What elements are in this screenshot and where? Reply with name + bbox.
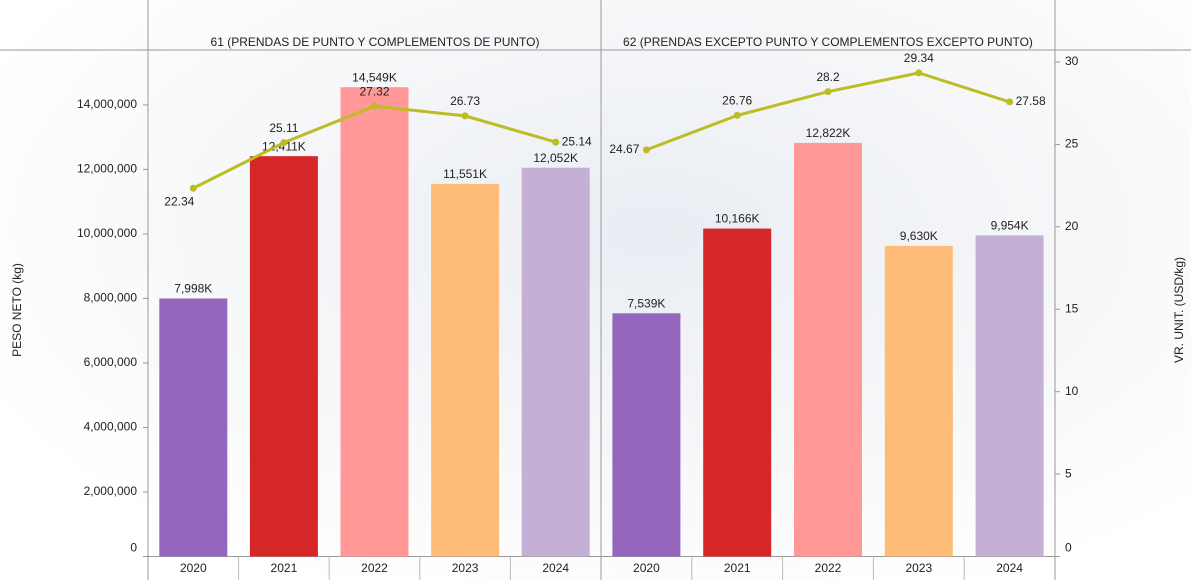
bar (794, 143, 862, 557)
line-value-label: 28.2 (816, 70, 840, 84)
line-value-label: 22.34 (164, 194, 194, 208)
y-tick-label: 2,000,000 (84, 484, 138, 498)
x-tick-label: 2023 (452, 561, 479, 575)
y-tick-label: 10,000,000 (77, 226, 137, 240)
bar (431, 184, 499, 557)
line-value-label: 26.76 (722, 94, 752, 108)
y-tick-label: 14,000,000 (77, 97, 137, 111)
x-tick-label: 2022 (361, 561, 388, 575)
bar (341, 87, 409, 556)
chart-page: PESO NETO (kg) VR. UNIT. (USD/kg) 0 2,000… (0, 0, 1191, 580)
bar-value-label: 7,539K (627, 296, 665, 310)
line-point (825, 88, 832, 95)
x-tick-label: 2022 (815, 561, 842, 575)
bar-value-label: 12,822K (806, 126, 851, 140)
line-value-label: 27.58 (1016, 94, 1046, 108)
y2-tick-label: 15 (1065, 301, 1079, 315)
y-tick-label: 4,000,000 (84, 420, 138, 434)
line-value-label: 29.34 (904, 51, 934, 65)
x-tick-label: 2020 (633, 561, 660, 575)
y2-tick-label: 10 (1065, 384, 1079, 398)
line-value-label: 24.67 (609, 142, 639, 156)
line-value-label: 26.73 (450, 94, 480, 108)
line-point (552, 139, 559, 146)
panel-title: 61 (PRENDAS DE PUNTO Y COMPLEMENTOS DE P… (155, 14, 595, 50)
bar (703, 229, 771, 557)
x-tick-label: 2024 (542, 561, 569, 575)
bar-value-label: 9,630K (900, 229, 938, 243)
line-point (371, 103, 378, 110)
y2-tick-label: 20 (1065, 219, 1079, 233)
line-point (915, 69, 922, 76)
x-tick-label: 2020 (180, 561, 207, 575)
bar (612, 313, 680, 556)
y-tick-label: 6,000,000 (84, 355, 138, 369)
bar (885, 246, 953, 557)
bar-value-label: 12,052K (533, 151, 578, 165)
bar-value-label: 11,551K (443, 167, 487, 181)
y2-axis-label: VR. UNIT. (USD/kg) (1172, 257, 1186, 363)
bar (976, 235, 1044, 556)
x-tick-label: 2021 (724, 561, 751, 575)
y2-tick-label: 30 (1065, 54, 1079, 68)
line-point (734, 112, 741, 119)
bar-value-label: 9,954K (991, 219, 1029, 233)
chart: PESO NETO (kg) VR. UNIT. (USD/kg) 0 2,000… (0, 0, 1191, 580)
line-value-label: 25.11 (269, 121, 298, 135)
line-point (280, 139, 287, 146)
line-point (643, 146, 650, 153)
bar-value-label: 10,166K (715, 212, 760, 226)
bar (250, 156, 318, 556)
line-point (190, 185, 197, 192)
y-tick-label: 12,000,000 (77, 162, 137, 176)
y-tick-label: 0 (130, 541, 137, 555)
x-tick-label: 2023 (905, 561, 932, 575)
line-value-label: 25.14 (562, 134, 592, 148)
bar-value-label: 14,549K (352, 70, 397, 84)
bar (522, 168, 590, 557)
y-tick-label: 8,000,000 (84, 291, 138, 305)
x-tick-label: 2024 (996, 561, 1023, 575)
x-tick-label: 2021 (271, 561, 298, 575)
y2-tick-label: 25 (1065, 137, 1079, 151)
y-axis-label: PESO NETO (kg) (10, 263, 24, 357)
line-point (462, 112, 469, 119)
y2-tick-label: 0 (1065, 541, 1072, 555)
bar (159, 299, 227, 557)
y2-tick-label: 5 (1065, 466, 1072, 480)
line-point (1006, 98, 1013, 105)
line-value-label: 27.32 (359, 84, 389, 98)
panel-title: 62 (PRENDAS EXCEPTO PUNTO Y COMPLEMENTOS… (608, 14, 1048, 50)
bar-value-label: 7,998K (174, 282, 212, 296)
